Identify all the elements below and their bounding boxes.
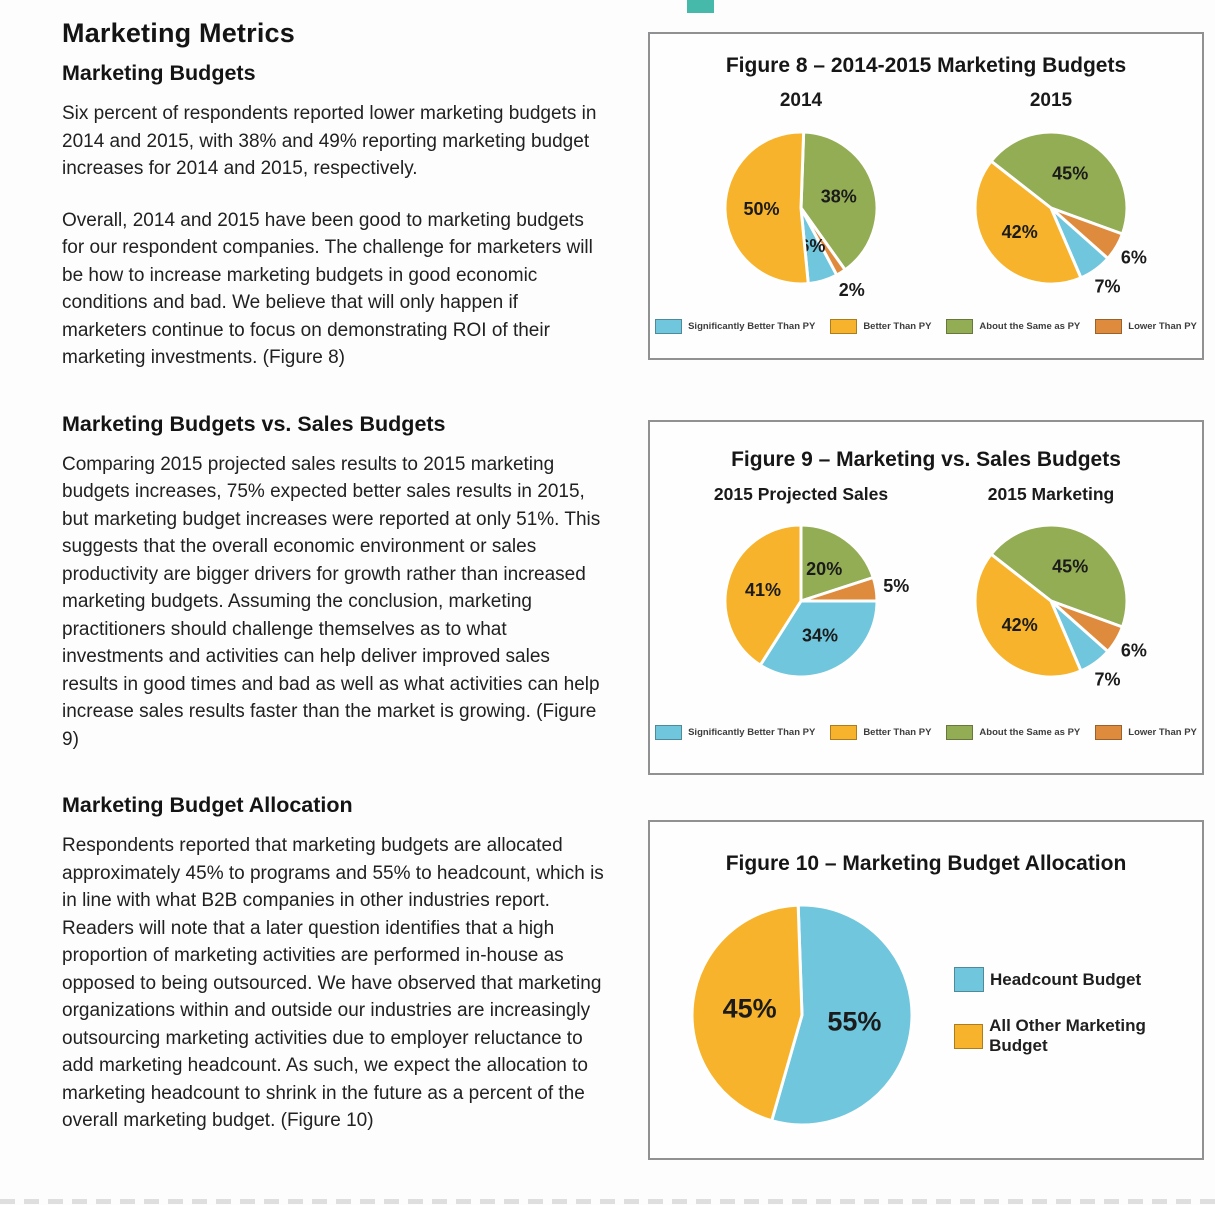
figure-8-panel: Figure 8 – 2014-2015 Marketing Budgets 2…: [648, 32, 1204, 360]
pie-slice-value-label: 34%: [802, 626, 838, 646]
pie-slice-value-label: 6%: [1121, 247, 1147, 267]
page-top-marker: [687, 0, 714, 13]
legend-label: All Other Marketing Budget: [989, 1016, 1146, 1055]
legend-swatch-blue: [655, 725, 683, 740]
legend-item: About the Same as PY: [946, 319, 1080, 334]
legend-swatch-green: [946, 725, 974, 740]
pie-slice-yellow: [973, 552, 1083, 679]
figure-9-panel: Figure 9 – Marketing vs. Sales Budgets 2…: [648, 420, 1204, 775]
legend-swatch-blue: [954, 967, 984, 992]
legend-item: About the Same as PY: [946, 725, 1080, 740]
paragraph-budgets-1: Six percent of respondents reported lowe…: [62, 103, 597, 179]
figure-8-legend: Significantly Better Than PY Better Than …: [650, 319, 1202, 334]
pie-group-2015-projected-sales: 2015 Projected Sales 20% 5% 34% 41%: [676, 484, 926, 710]
legend-item: Better Than PY: [830, 725, 931, 740]
page-title: Marketing Metrics: [62, 18, 295, 48]
legend-item: Significantly Better Than PY: [655, 319, 815, 334]
pie-slice-value-label: 6%: [1121, 640, 1147, 660]
legend-label: About the Same as PY: [979, 321, 1081, 332]
pie-slice-value-label: 41%: [745, 580, 781, 600]
paragraph-marketing-vs-sales: Comparing 2015 projected sales results t…: [62, 453, 601, 750]
figure-8-title: Figure 8 – 2014-2015 Marketing Budgets: [725, 54, 1127, 77]
pie-slice-green: [799, 130, 879, 272]
legend-swatch-orange: [1095, 319, 1123, 334]
legend-swatch-yellow: [830, 319, 858, 334]
legend-label: Significantly Better Than PY: [688, 727, 816, 738]
legend-label: Headcount Budget: [990, 969, 1142, 989]
pie-slice-green: [989, 523, 1129, 629]
pie-slice-value-label: 45%: [1052, 556, 1088, 576]
pie-slice-value-label: 55%: [827, 1006, 881, 1036]
legend-item: All Other Marketing Budget: [954, 1016, 1202, 1056]
pie-title: 2015 Marketing: [987, 484, 1115, 504]
pie-group-2015: 2015 45% 6% 7% 42%: [926, 90, 1176, 317]
pie-slice-value-label: 20%: [806, 559, 842, 579]
pie-slice-value-label: 7%: [1094, 276, 1120, 296]
figure-10-title: Figure 10 – Marketing Budget Allocation: [725, 852, 1127, 875]
pie-slice-yellow: [723, 523, 803, 667]
pie-slice-value-label: 38%: [821, 187, 857, 207]
legend-label: Better Than PY: [863, 321, 932, 332]
legend-item: Better Than PY: [830, 319, 931, 334]
figure-9-legend: Significantly Better Than PY Better Than …: [650, 725, 1202, 740]
section-heading-budget-allocation: Marketing Budget Allocation: [62, 793, 353, 817]
pie-group-2015-marketing: 2015 Marketing 45% 6% 7% 42%: [926, 484, 1176, 710]
legend-swatch-orange: [1095, 725, 1123, 740]
legend-item: Lower Than PY: [1095, 725, 1197, 740]
legend-swatch-green: [946, 319, 974, 334]
figure-10-content: 55% 45% Headcount Budget All Other Marketi…: [650, 882, 1202, 1141]
article-column: Marketing Metrics Marketing Budgets Six …: [62, 18, 607, 1159]
figure-8-pies: 2014 38% 2% 6% 50% 2015 45% 6% 7% 42%: [650, 90, 1202, 317]
page-bottom-dashed-border: [0, 1199, 1215, 1204]
pie-slice-value-label: 45%: [1052, 163, 1088, 183]
pie-slice-yellow: [973, 159, 1083, 286]
pie-slice-value-label: 45%: [723, 994, 777, 1024]
pie-slice-yellow: [723, 130, 810, 286]
figure-9-title: Figure 9 – Marketing vs. Sales Budgets: [731, 448, 1121, 471]
legend-label: Better Than PY: [863, 727, 932, 738]
paragraph-budgets-2: Overall, 2014 and 2015 have been good to…: [62, 209, 593, 369]
paragraph-budget-allocation: Respondents reported that marketing budg…: [62, 835, 604, 1131]
legend-item: Significantly Better Than PY: [655, 725, 815, 740]
legend-item: Headcount Budget: [954, 967, 1141, 992]
pie-chart: 38%2%6%50%: [723, 130, 879, 300]
pie-chart: 55% 45%: [690, 903, 914, 1127]
pie-slice-value-label: 42%: [1002, 222, 1038, 242]
legend-label: Lower Than PY: [1128, 321, 1197, 332]
pie-slice-blue: [770, 903, 914, 1127]
pie-chart: 45% 6%7% 42%: [973, 130, 1147, 296]
legend-label: Significantly Better Than PY: [688, 321, 816, 332]
pie-slice-green: [989, 130, 1129, 236]
pie-slice-value-label: 5%: [883, 576, 909, 596]
section-heading-marketing-budgets: Marketing Budgets: [62, 61, 256, 85]
pie-chart: 45% 6%7% 42%: [973, 523, 1147, 689]
section-heading-marketing-vs-sales: Marketing Budgets vs. Sales Budgets: [62, 411, 446, 436]
pie-title: 2014: [779, 90, 823, 111]
pie-chart: 20% 5% 34% 41%: [723, 523, 909, 679]
legend-swatch-yellow: [954, 1023, 984, 1049]
legend-swatch-yellow: [830, 725, 858, 740]
legend-label: About the Same as PY: [979, 727, 1081, 738]
legend-label: Lower Than PY: [1128, 727, 1197, 738]
pie-title: 2015 Projected Sales: [713, 484, 889, 504]
pie-title: 2015: [1029, 90, 1073, 111]
figure-10-pie: 55% 45%: [682, 894, 932, 1141]
pie-slice-yellow: [690, 903, 804, 1123]
pie-slice-value-label: 2%: [839, 280, 865, 300]
pie-group-2014: 2014 38% 2% 6% 50%: [676, 90, 926, 317]
pie-group: 55% 45%: [682, 894, 932, 1141]
pie-slice-value-label: 7%: [1094, 669, 1120, 689]
pie-slice-value-label: 42%: [1002, 615, 1038, 635]
figure-10-legend: Headcount Budget All Other Marketing Budg…: [954, 967, 1202, 1056]
figure-10-panel: Figure 10 – Marketing Budget Allocation …: [648, 820, 1204, 1160]
figure-9-pies: 2015 Projected Sales 20% 5% 34% 41% 2015 Mark…: [650, 484, 1202, 710]
pie-slice-value-label: 50%: [743, 199, 779, 219]
legend-item: Lower Than PY: [1095, 319, 1197, 334]
legend-swatch-blue: [655, 319, 683, 334]
